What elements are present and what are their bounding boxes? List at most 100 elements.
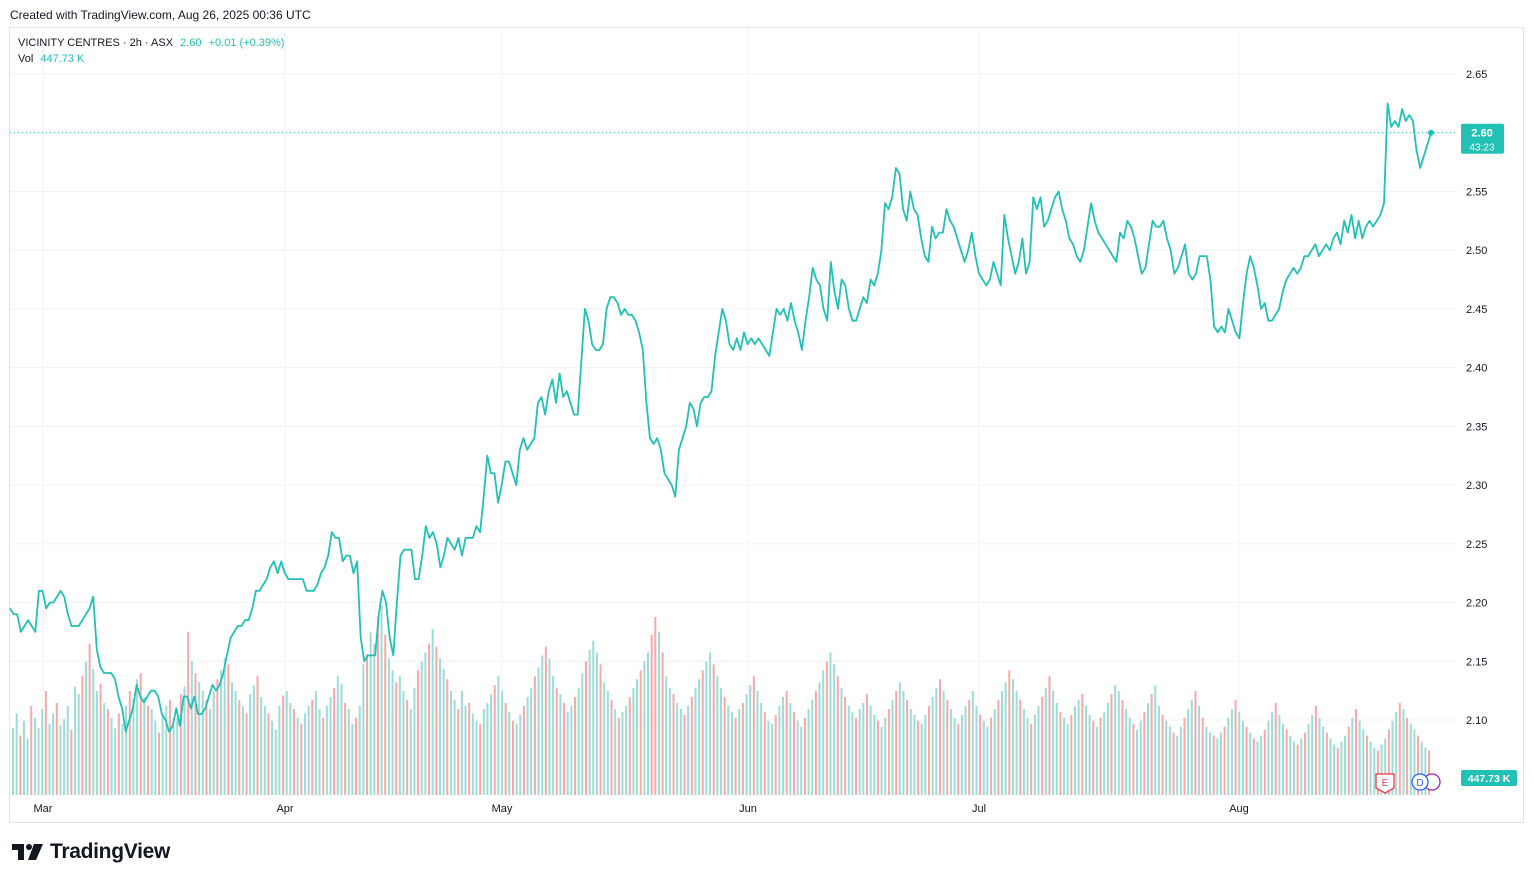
volume-bar (376, 616, 379, 795)
volume-bar (256, 676, 259, 795)
volume-bar (70, 729, 73, 795)
symbol-label[interactable]: VICINITY CENTRES · 2h · ASX (18, 37, 174, 49)
volume-bar (1037, 705, 1040, 795)
volume-bar (657, 631, 660, 795)
volume-bar (1260, 735, 1263, 795)
volume-bar (37, 728, 40, 795)
volume-bar (449, 691, 452, 795)
volume-bar (278, 705, 281, 795)
volume-bar (1165, 720, 1168, 795)
volume-bar (931, 697, 934, 795)
volume-bar (1022, 708, 1025, 795)
volume-bar (544, 646, 547, 795)
volume-bar (139, 673, 142, 795)
earnings-marker[interactable]: E (1375, 773, 1395, 794)
volume-bar (1139, 720, 1142, 795)
volume-bar (406, 700, 409, 795)
volume-bar (993, 708, 996, 795)
volume-bar (241, 705, 244, 795)
volume-bar (738, 708, 741, 795)
volume-bar (902, 691, 905, 795)
volume-bar (428, 643, 431, 795)
volume-bar (796, 720, 799, 795)
volume-bar (168, 700, 171, 795)
volume-bar (398, 676, 401, 795)
chart-legend: VICINITY CENTRES · 2h · ASX 2.60 +0.01 (… (18, 35, 284, 67)
volume-tag-value: 447.73 K (1468, 773, 1511, 785)
y-tick-label: 2.10 (1466, 715, 1487, 727)
volume-bar (1121, 700, 1124, 795)
volume-bar (811, 700, 814, 795)
volume-bar (468, 702, 471, 795)
volume-bar (1074, 705, 1077, 795)
volume-bar (1249, 732, 1252, 795)
chart-frame (9, 27, 1524, 823)
volume-bar (303, 713, 306, 795)
volume-bar (482, 708, 485, 795)
volume-bar (486, 702, 489, 795)
volume-bar (614, 708, 617, 795)
dividend-marker[interactable]: D (1411, 773, 1441, 791)
volume-bar (380, 605, 383, 795)
volume-bar (895, 691, 898, 795)
volume-bar (1198, 705, 1201, 795)
volume-bar (1055, 702, 1058, 795)
volume-bar (1092, 720, 1095, 795)
tradingview-logo[interactable]: TradingView (12, 840, 170, 864)
volume-bar (1238, 711, 1241, 795)
dividend-marker-letter: D (1416, 778, 1423, 789)
brand-name: TradingView (50, 840, 171, 863)
volume-bar (340, 683, 343, 795)
volume-label[interactable]: Vol (18, 53, 34, 65)
volume-bar (74, 686, 77, 795)
volume-bar (103, 702, 106, 795)
volume-bar (384, 634, 387, 795)
volume-bar (366, 653, 369, 795)
volume-bar (1336, 747, 1339, 795)
volume-bar (41, 708, 44, 795)
volume-bar (249, 694, 252, 795)
volume-bar (464, 705, 467, 795)
volume-bar (588, 649, 591, 795)
volume-bar (858, 708, 861, 795)
volume-bar (1376, 750, 1379, 795)
volume-bar (1183, 717, 1186, 795)
volume-bar (792, 711, 795, 795)
volume-bar (1241, 720, 1244, 795)
volume-bar (938, 679, 941, 795)
volume-bar (891, 700, 894, 795)
volume-bar (814, 691, 817, 795)
volume-bar (778, 705, 781, 795)
volume-bar (1106, 702, 1109, 795)
volume-bar (935, 688, 938, 795)
volume-bar (282, 695, 285, 795)
volume-bar (52, 713, 55, 795)
volume-bar (15, 713, 18, 795)
volume-bar (1099, 717, 1102, 795)
volume-bar (555, 688, 558, 795)
volume-bar (741, 702, 744, 795)
volume-bar (1409, 723, 1412, 795)
volume-bar (909, 708, 912, 795)
volume-bar (501, 691, 504, 795)
volume-bar (880, 726, 883, 795)
volume-bar (767, 720, 770, 795)
volume-bar (154, 720, 157, 795)
volume-bar (581, 673, 584, 795)
volume-bar (227, 664, 230, 795)
volume-bar (1063, 717, 1066, 795)
volume-bar (1373, 747, 1376, 795)
volume-bar (577, 688, 580, 795)
volume-bar (446, 679, 449, 795)
volume-bar (220, 670, 223, 795)
volume-bar (595, 652, 598, 795)
volume-bar (1168, 726, 1171, 795)
volume-bar (128, 691, 131, 795)
volume-bar (1311, 714, 1314, 795)
volume-bar (800, 726, 803, 795)
volume-bar (1088, 714, 1091, 795)
volume-bar (271, 720, 274, 795)
volume-bar (1077, 700, 1080, 795)
volume-bar (322, 717, 325, 795)
